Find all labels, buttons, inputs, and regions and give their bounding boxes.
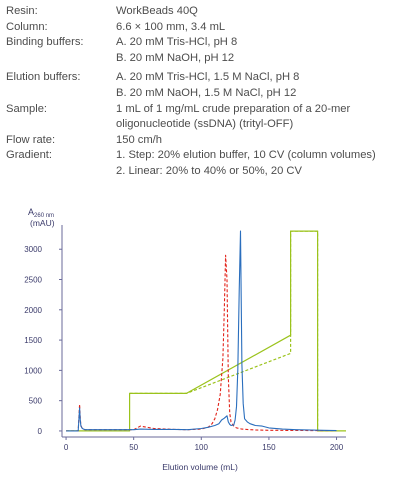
- y-tick-label: 500: [29, 397, 43, 406]
- x-tick-label: 200: [330, 443, 344, 452]
- column-value: 6.6 × 100 mm, 3.4 mL: [116, 20, 226, 33]
- axes-layer: 0 500 1000 1500 2000 2500 3000 0 50 100 150 200: [24, 225, 346, 452]
- sample-row: Sample: 1 mL of 1 mg/mL crude preparatio…: [6, 102, 416, 118]
- flow-value: 150 cm/h: [116, 133, 163, 146]
- elution-buffer-b: B. 20 mM NaOH, 1.5 M NaCl, pH 12: [116, 86, 297, 99]
- x-tick-label: 100: [195, 443, 209, 452]
- resin-label: Resin:: [6, 5, 38, 17]
- sample-line-1: 1 mL of 1 mg/mL crude preparation of a 2…: [116, 102, 351, 115]
- gradient-step-1: 1. Step: 20% elution buffer, 10 CV (colu…: [116, 149, 376, 162]
- sample-label: Sample:: [6, 102, 48, 115]
- y-tick-label: 1000: [24, 366, 42, 375]
- gradient-label: Gradient:: [6, 149, 53, 162]
- column-row: Column: 6.6 × 100 mm, 3.4 mL: [6, 20, 416, 36]
- gradient-row: Gradient: 1. Step: 20% elution buffer, 1…: [6, 148, 416, 164]
- elution-buffer-a: A. 20 mM Tris-HCl, 1.5 M NaCl, pH 8: [116, 71, 300, 84]
- blue-absorbance-trace: [66, 230, 337, 432]
- y-axis-label-main: A: [28, 207, 34, 217]
- y-axis-label-sub: 260 nm: [34, 213, 54, 219]
- flow-label: Flow rate:: [6, 133, 56, 146]
- resin-row: Resin: WorkBeads 40Q: [6, 4, 416, 20]
- binding-buffer-a: A. 20 mM Tris-HCl, pH 8: [116, 36, 238, 49]
- y-tick-label: 2500: [24, 276, 42, 285]
- y-tick-label: 0: [38, 427, 43, 436]
- series-layer: [66, 230, 346, 432]
- gradient-step-2: 2. Linear: 20% to 40% or 50%, 20 CV: [116, 164, 302, 177]
- resin-value: WorkBeads 40Q: [116, 5, 198, 17]
- y-axis-label: A260 nm: [28, 207, 54, 219]
- binding-row: Binding buffers: A. 20 mM Tris-HCl, pH 8: [6, 35, 416, 51]
- x-tick-label: 50: [129, 443, 138, 452]
- sample-line-2: oligonucleotide (ssDNA) (trityl-OFF): [116, 118, 294, 131]
- x-tick-label: 150: [262, 443, 276, 452]
- y-tick-label: 1500: [24, 336, 42, 345]
- gradient-line-solid: [66, 230, 346, 432]
- y-tick-label: 2000: [24, 306, 42, 315]
- binding-label: Binding buffers:: [6, 36, 84, 49]
- y-tick-label: 3000: [24, 245, 42, 254]
- flow-row: Flow rate: 150 cm/h: [6, 133, 416, 149]
- column-label: Column:: [6, 20, 48, 33]
- red-absorbance-trace: [66, 254, 337, 432]
- gradient-line-dashed: [129, 230, 319, 431]
- x-tick-label: 0: [64, 443, 69, 452]
- x-axis-label: Elution volume (mL): [162, 462, 238, 472]
- method-info: Resin: WorkBeads 40Q Column: 6.6 × 100 m…: [6, 4, 416, 180]
- binding-buffer-b: B. 20 mM NaOH, pH 12: [116, 51, 235, 64]
- y-axis-unit: (mAU): [30, 218, 55, 228]
- elution-label: Elution buffers:: [6, 71, 81, 84]
- elution-row: Elution buffers: A. 20 mM Tris-HCl, 1.5 …: [6, 70, 416, 86]
